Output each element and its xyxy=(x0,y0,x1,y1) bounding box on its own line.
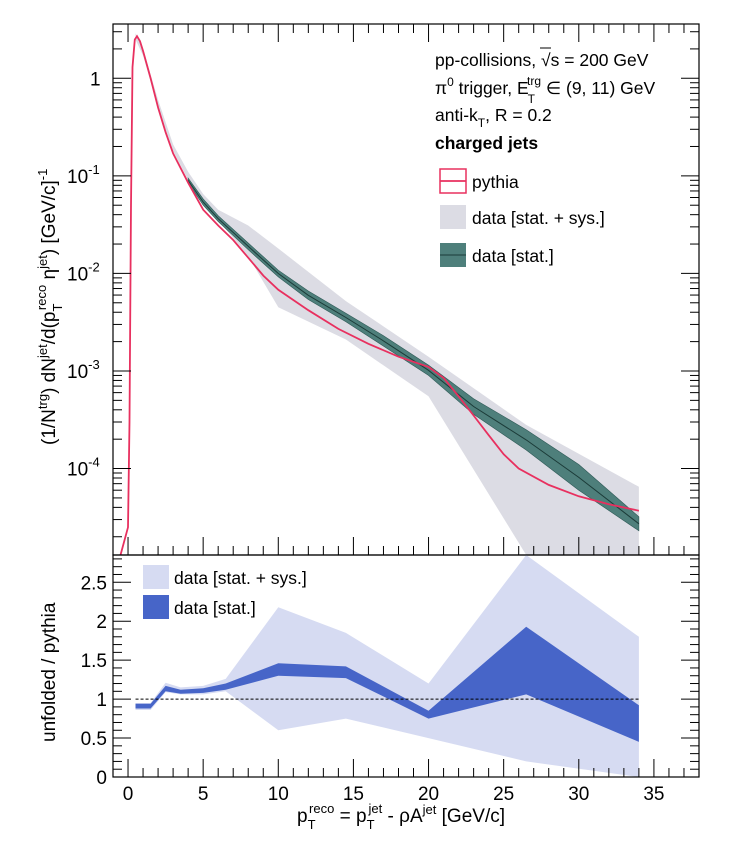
bottom-y-axis-title: unfolded / pythia xyxy=(39,602,60,742)
bottom-y-tick-label: 1 xyxy=(96,690,107,711)
legend-swatch-sys-bottom xyxy=(143,565,169,589)
legend-label-pythia: pythia xyxy=(472,172,519,192)
legend-label-stat-bottom: data [stat.] xyxy=(174,598,256,618)
top-ticks: 10-4 10-3 10-2 10-1 1 xyxy=(67,24,699,555)
bottom-y-tick-label: 0 xyxy=(96,768,107,789)
top-y-tick-label: 1 xyxy=(90,69,101,90)
bottom-ticks: 0 0.5 1 1.5 2 2.5 0 5 10 15 20 25 30 35 xyxy=(81,558,699,805)
x-tick-label: 0 xyxy=(123,784,134,805)
info-text: pp-collisions, √s = 200 GeV π0 trigger, … xyxy=(435,47,655,153)
info-line-2: π0 trigger, ETtrg ∈ (9, 11) GeV xyxy=(435,74,655,106)
x-tick-label: 5 xyxy=(198,784,209,805)
info-line-4: charged jets xyxy=(435,133,538,153)
x-tick-label: 25 xyxy=(493,784,514,805)
legend-bottom: data [stat. + sys.] data [stat.] xyxy=(143,565,307,619)
band-stat-top xyxy=(187,177,640,532)
legend-label-stat-top: data [stat.] xyxy=(472,246,554,266)
band-stat-ratio xyxy=(135,626,639,742)
x-tick-label: 15 xyxy=(343,784,364,805)
bottom-y-tick-label: 2.5 xyxy=(81,573,107,594)
x-tick-label: 30 xyxy=(568,784,589,805)
legend-top: pythia data [stat. + sys.] data [stat.] xyxy=(439,168,605,267)
top-y-tick-label: 10-2 xyxy=(67,259,100,285)
bottom-frame xyxy=(112,554,700,778)
legend-label-sys-bottom: data [stat. + sys.] xyxy=(174,568,307,588)
info-line-3: anti-kT, R = 0.2 xyxy=(435,105,552,130)
bottom-bands xyxy=(135,555,639,777)
legend-label-sys-top: data [stat. + sys.] xyxy=(472,208,605,228)
top-y-tick-label: 10-4 xyxy=(67,455,100,481)
x-tick-label: 10 xyxy=(268,784,289,805)
top-y-tick-label: 10-1 xyxy=(67,162,100,188)
bottom-y-tick-label: 2 xyxy=(96,612,107,633)
legend-swatch-stat-bottom xyxy=(143,595,169,619)
x-tick-label: 35 xyxy=(643,784,664,805)
band-stat-top-central xyxy=(187,180,640,525)
band-sys-ratio xyxy=(135,555,639,777)
info-line-1: pp-collisions, √s = 200 GeV xyxy=(435,50,649,70)
bottom-y-tick-label: 0.5 xyxy=(81,729,107,750)
top-panel: 10-4 10-3 10-2 10-1 1 pp-collisions, √s = 20… xyxy=(34,23,700,556)
bottom-y-tick-label: 1.5 xyxy=(81,651,107,672)
top-bands xyxy=(135,33,640,555)
x-tick-label: 20 xyxy=(418,784,439,805)
line-pythia xyxy=(119,34,640,556)
top-lines xyxy=(119,34,640,556)
legend-swatch-sys-top xyxy=(440,205,466,229)
top-y-tick-label: 10-3 xyxy=(67,357,100,383)
